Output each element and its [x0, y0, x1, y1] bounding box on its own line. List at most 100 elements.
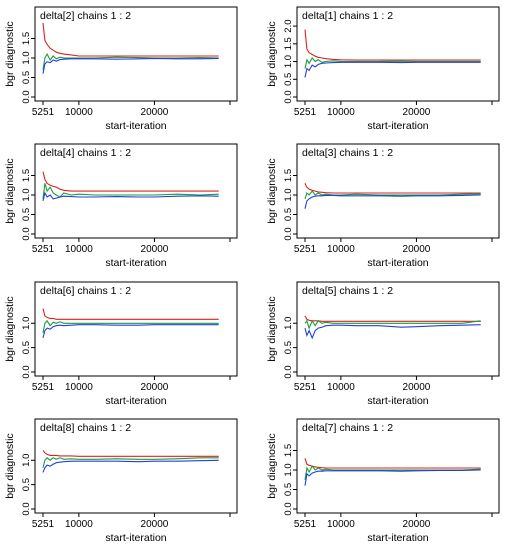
- y-tick-label: 2.0: [283, 19, 294, 32]
- y-tick-label: 0.5: [283, 73, 294, 86]
- x-tick-label: 20000: [403, 519, 431, 530]
- y-tick-label: 1.0: [283, 317, 294, 330]
- y-tick-label: 1.5: [283, 444, 294, 457]
- chart-panel: delta[1] chains 1 : 2 0.0 0.5 1.0 1.5 2.0 5251…: [266, 6, 500, 132]
- y-tick-label: 0.5: [21, 71, 32, 84]
- x-tick-label: 10000: [327, 244, 355, 255]
- x-tick-label: 10000: [327, 382, 355, 393]
- series-line-1: [42, 308, 219, 320]
- y-axis-label: bgr diagnostic: [266, 158, 278, 223]
- series-line-2: [304, 57, 481, 69]
- x-tick-label: 20000: [141, 519, 169, 530]
- x-tick-label: 20000: [141, 244, 169, 255]
- y-tick-label: 0.5: [283, 341, 294, 354]
- chart-panel: delta[5] chains 1 : 2 0.0 0.5 1.0 5251 10000 2…: [266, 281, 500, 407]
- x-tick-label: 5251: [32, 107, 55, 118]
- y-axis-label: bgr diagnostic: [4, 296, 16, 361]
- y-axis-label: bgr diagnostic: [4, 21, 16, 86]
- x-tick-label: 10000: [327, 519, 355, 530]
- series-line-2: [42, 319, 219, 334]
- plot-frame: [34, 6, 238, 102]
- series-line-1: [304, 29, 481, 61]
- x-tick-label: 10000: [327, 107, 355, 118]
- x-tick-label: 5251: [294, 382, 317, 393]
- y-tick-label: 0.0: [283, 227, 294, 240]
- x-tick-label: 20000: [403, 382, 431, 393]
- x-axis-label: start-iteration: [105, 532, 166, 544]
- series-line-2: [304, 319, 481, 330]
- y-tick-label: 1.0: [21, 454, 32, 467]
- series-line-3: [304, 194, 481, 209]
- x-tick-label: 5251: [294, 244, 317, 255]
- y-tick-label: 0.0: [21, 502, 32, 515]
- series-line-1: [304, 183, 481, 194]
- chart-title: delta[3] chains 1 : 2: [302, 147, 393, 159]
- series-line-2: [42, 183, 219, 199]
- x-axis-label: start-iteration: [105, 120, 166, 132]
- series-line-1: [42, 22, 219, 57]
- x-tick-label: 5251: [32, 519, 55, 530]
- y-tick-label: 0.0: [21, 90, 32, 103]
- y-tick-label: 1.5: [283, 169, 294, 182]
- y-tick-label: 0.5: [21, 341, 32, 354]
- x-axis-label: start-iteration: [367, 257, 428, 269]
- x-tick-label: 5251: [32, 244, 55, 255]
- series-line-3: [304, 469, 481, 486]
- y-tick-label: 1.0: [21, 51, 32, 64]
- y-tick-label: 0.0: [283, 90, 294, 103]
- plot-frame: [34, 143, 238, 239]
- series-line-3: [42, 324, 219, 339]
- y-tick-label: 0.0: [283, 502, 294, 515]
- chart-panel: delta[8] chains 1 : 2 0.0 0.5 1.0 5251 10000 2…: [4, 418, 238, 544]
- plot-frame: [296, 418, 500, 514]
- plot-frame: [34, 281, 238, 377]
- x-tick-label: 20000: [403, 244, 431, 255]
- series-line-3: [304, 324, 481, 340]
- x-axis-label: start-iteration: [367, 395, 428, 407]
- y-tick-label: 1.0: [283, 463, 294, 476]
- series-line-3: [42, 57, 219, 74]
- plot-frame: [34, 418, 238, 514]
- x-tick-label: 10000: [65, 244, 93, 255]
- chart-panel: delta[7] chains 1 : 2 0.0 0.5 1.0 1.5 5251 100…: [266, 418, 500, 544]
- plot-frame: [296, 281, 500, 377]
- chart-panel: delta[2] chains 1 : 2 0.0 0.5 1.0 1.5 5251 100…: [4, 6, 238, 132]
- series-line-1: [304, 458, 481, 469]
- y-tick-label: 0.5: [21, 208, 32, 221]
- y-axis-label: bgr diagnostic: [266, 296, 278, 361]
- y-axis-label: bgr diagnostic: [4, 433, 16, 498]
- y-axis-label: bgr diagnostic: [266, 21, 278, 86]
- series-line-2: [42, 457, 219, 468]
- y-tick-label: 1.5: [21, 169, 32, 182]
- y-tick-label: 1.0: [283, 188, 294, 201]
- x-tick-label: 5251: [294, 107, 317, 118]
- y-tick-label: 0.5: [21, 478, 32, 491]
- chart-panel: delta[4] chains 1 : 2 0.0 0.5 1.0 1.5 5251 100…: [4, 143, 238, 269]
- x-axis-label: start-iteration: [367, 120, 428, 132]
- chart-title: delta[4] chains 1 : 2: [40, 147, 131, 159]
- plot-frame: [296, 6, 500, 102]
- x-axis-label: start-iteration: [367, 532, 428, 544]
- chart-panel: delta[3] chains 1 : 2 0.0 0.5 1.0 1.5 5251 100…: [266, 143, 500, 269]
- chart-title: delta[8] chains 1 : 2: [40, 422, 131, 434]
- x-tick-label: 10000: [65, 519, 93, 530]
- x-tick-label: 10000: [65, 382, 93, 393]
- y-tick-label: 1.5: [21, 32, 32, 45]
- series-line-3: [304, 61, 481, 78]
- y-tick-label: 0.0: [283, 365, 294, 378]
- plot-frame: [296, 143, 500, 239]
- x-tick-label: 20000: [141, 107, 169, 118]
- series-line-2: [304, 465, 481, 480]
- x-tick-label: 20000: [141, 382, 169, 393]
- x-tick-label: 5251: [294, 519, 317, 530]
- series-line-1: [304, 315, 481, 322]
- series-line-1: [42, 171, 219, 192]
- chart-panel: delta[6] chains 1 : 2 0.0 0.5 1.0 5251 10000 2…: [4, 281, 238, 407]
- y-tick-label: 0.5: [283, 208, 294, 221]
- chart-title: delta[5] chains 1 : 2: [302, 285, 393, 297]
- y-tick-label: 0.0: [21, 365, 32, 378]
- x-tick-label: 20000: [403, 107, 431, 118]
- chart-title: delta[6] chains 1 : 2: [40, 285, 131, 297]
- y-tick-label: 1.5: [283, 37, 294, 50]
